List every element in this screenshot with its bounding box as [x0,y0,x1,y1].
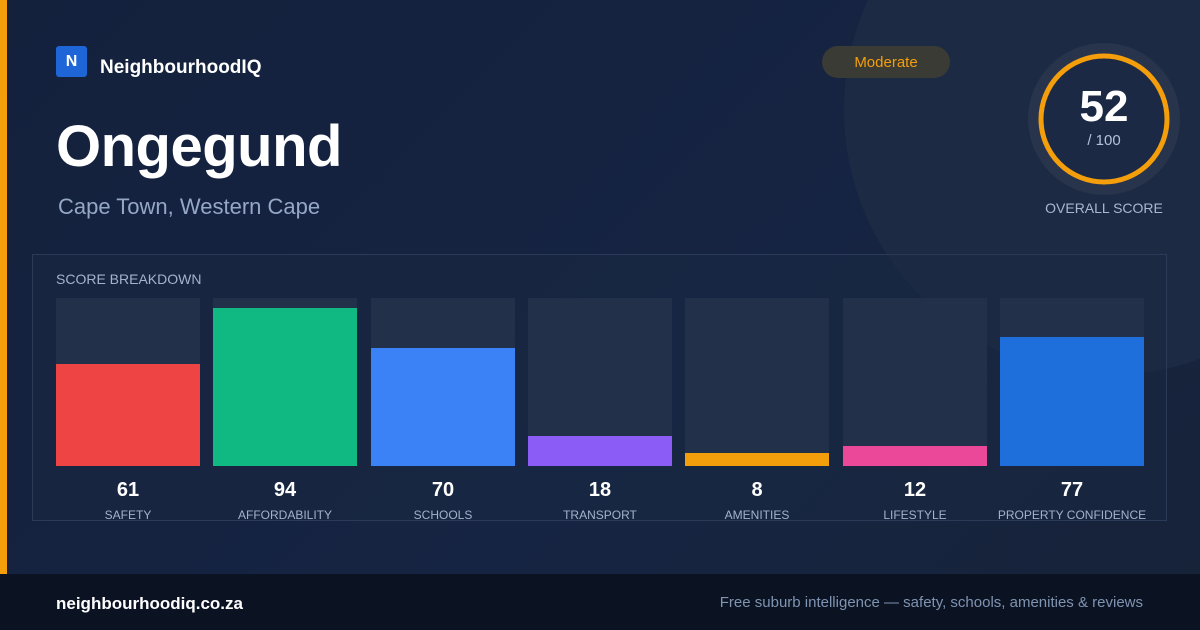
bar-fill [56,364,200,466]
bar-label: SCHOOLS [413,508,473,522]
footer-tagline: Free suburb intelligence — safety, schoo… [719,594,1143,611]
bar-value: 77 [1060,479,1084,501]
bar-fill [843,446,987,466]
bar-fill [685,453,829,466]
bar-label: PROPERTY CONFIDENCE [997,508,1147,522]
bar-value: 61 [116,479,140,501]
bar-label: AMENITIES [724,508,790,522]
bar-track [1000,298,1144,466]
bar-value: 8 [751,479,763,501]
bar-value: 18 [588,479,612,501]
bar-label: TRANSPORT [563,508,637,522]
score-breakdown-title: SCORE BREAKDOWN [56,271,202,287]
brand-logo-letter: N [65,52,78,70]
bar-label: SAFETY [104,508,152,522]
bar-fill [528,436,672,466]
bar-value: 70 [431,479,455,501]
bar-track [685,298,829,466]
brand-logo-icon: N [56,46,87,77]
score-ring-stroke [1038,53,1170,185]
accent-bar [0,0,7,574]
score-ring-graphic [1028,43,1180,195]
bar-value: 12 [903,479,927,501]
overall-score-label: OVERALL SCORE [1045,200,1163,216]
overall-score-value: 52 [1079,82,1129,131]
bar-track [56,298,200,466]
suburb-location: Cape Town, Western Cape [58,194,321,219]
overall-score-ring: 52 / 100 [1028,43,1180,195]
bar-fill [1000,337,1144,466]
brand: N NeighbourhoodIQ [56,46,262,78]
bar-track [843,298,987,466]
share-card: N NeighbourhoodIQ Moderate Ongegund Cape… [0,0,1200,574]
footer: neighbourhoodiq.co.za Free suburb intell… [0,574,1200,630]
suburb-title: Ongegund [56,114,342,179]
bar-track [213,298,357,466]
bar-track [528,298,672,466]
overall-score-max: / 100 [1087,132,1121,149]
brand-name: NeighbourhoodIQ [100,56,262,78]
rating-badge: Moderate [822,46,950,78]
bar-value: 94 [273,479,297,501]
bar-fill [213,308,357,466]
bar-label: AFFORDABILITY [237,508,332,522]
bar-label: LIFESTYLE [883,508,947,522]
bar-fill [371,348,515,466]
footer-site-link[interactable]: neighbourhoodiq.co.za [56,594,243,613]
bar-track [371,298,515,466]
